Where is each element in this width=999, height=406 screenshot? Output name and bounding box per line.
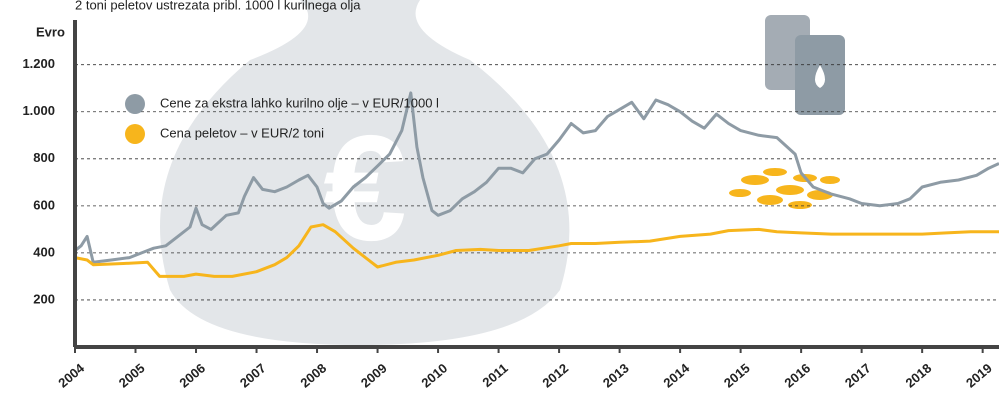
y-tick-label: 1.200 xyxy=(22,56,55,71)
legend-marker xyxy=(125,124,145,144)
x-tick-label: 2009 xyxy=(358,360,390,390)
y-tick-label: 400 xyxy=(33,244,55,259)
chart: € 2 toni peletov ustrezata pribl. 1000 l… xyxy=(0,0,999,406)
x-tick-label: 2012 xyxy=(539,360,571,390)
background-illustration: € xyxy=(160,0,845,345)
y-tick-label: 200 xyxy=(33,291,55,306)
x-tick-label: 2005 xyxy=(116,360,148,390)
y-tick-label: 800 xyxy=(33,150,55,165)
x-tick-label: 2008 xyxy=(297,360,329,390)
subtitle: 2 toni peletov ustrezata pribl. 1000 l k… xyxy=(75,0,361,12)
y-tick-label: 600 xyxy=(33,197,55,212)
x-tick-label: 2006 xyxy=(176,360,208,390)
x-tick-label: 2018 xyxy=(902,360,934,390)
x-tick-label: 2016 xyxy=(781,360,813,390)
y-tick-label: 1.000 xyxy=(22,103,55,118)
legend-label: Cene za ekstra lahko kurilno olje – v EU… xyxy=(160,95,439,110)
x-tick-label: 2011 xyxy=(479,360,510,390)
x-tick-label: 2010 xyxy=(418,360,450,390)
y-axis-label: Evro xyxy=(36,24,65,39)
x-tick-label: 2014 xyxy=(660,360,692,391)
x-tick-label: 2019 xyxy=(963,360,995,390)
legend-label: Cena peletov – v EUR/2 toni xyxy=(160,125,324,140)
x-tick-label: 2013 xyxy=(600,360,632,390)
legend-marker xyxy=(125,94,145,114)
x-tick-label: 2015 xyxy=(721,360,753,390)
x-tick-label: 2017 xyxy=(842,360,874,390)
x-tick-label: 2007 xyxy=(237,360,269,390)
pellets xyxy=(729,168,840,209)
x-tick-label: 2004 xyxy=(55,360,87,391)
euro-icon: € xyxy=(323,104,406,272)
